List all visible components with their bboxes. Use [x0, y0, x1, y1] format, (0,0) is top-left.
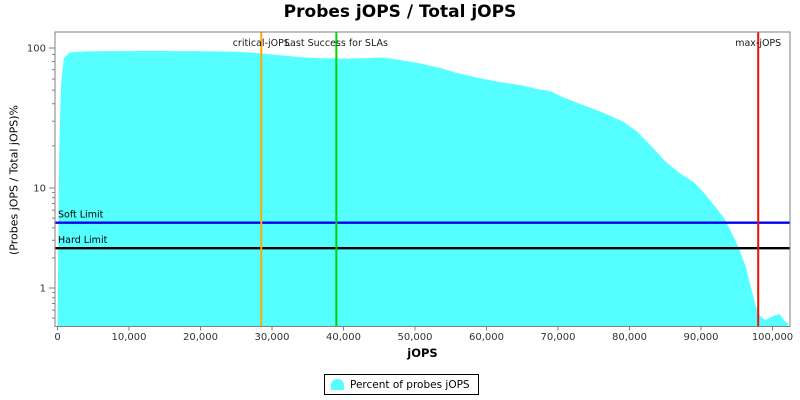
x-tick-label: 10,000: [112, 332, 147, 343]
last-success-for-slas-label: Last Success for SLAs: [285, 38, 388, 49]
legend-area-swatch-icon: [331, 379, 344, 390]
hard-limit-label: Hard Limit: [58, 235, 108, 246]
y-tick-label: 1: [40, 284, 46, 295]
x-tick-label: 20,000: [183, 332, 218, 343]
critical-jops-label: critical-jOPS: [233, 38, 290, 49]
x-tick-label: 0: [54, 332, 60, 343]
x-tick-label: 30,000: [255, 332, 290, 343]
x-tick-label: 70,000: [541, 332, 576, 343]
y-tick-label: 100: [27, 44, 46, 55]
max-jops-label: max-jOPS: [735, 38, 781, 49]
x-tick-label: 60,000: [469, 332, 504, 343]
x-tick-label: 100,000: [752, 332, 793, 343]
legend: Percent of probes jOPS: [324, 374, 479, 395]
area-series-percent-of-probes-jops: [57, 51, 789, 327]
x-tick-label: 40,000: [326, 332, 361, 343]
chart-title: Probes jOPS / Total jOPS: [283, 2, 517, 22]
legend-label: Percent of probes jOPS: [350, 378, 470, 391]
x-tick-label: 50,000: [398, 332, 433, 343]
x-axis-title: jOPS: [407, 346, 438, 360]
soft-limit-label: Soft Limit: [58, 210, 104, 221]
x-tick-label: 80,000: [612, 332, 647, 343]
plot-border: [54, 31, 791, 327]
y-tick-label: 10: [33, 184, 46, 195]
x-tick-label: 90,000: [684, 332, 719, 343]
